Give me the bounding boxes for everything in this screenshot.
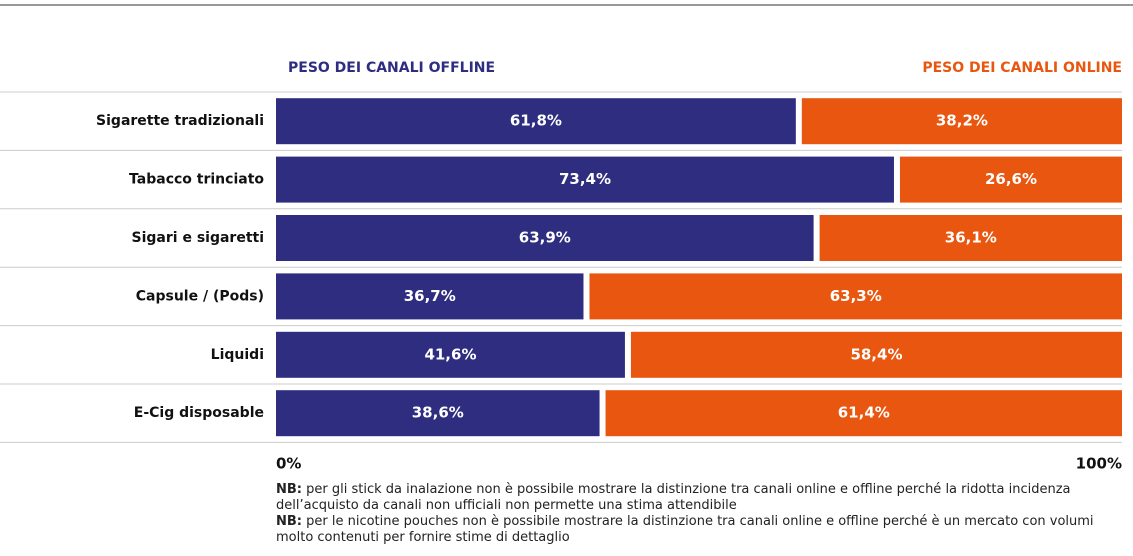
data-label: 63,9%: [519, 229, 571, 247]
bar-segment: [276, 390, 600, 437]
data-label: 58,4%: [850, 345, 902, 363]
bar-segment: [276, 215, 814, 261]
note-label: NB:: [276, 514, 302, 529]
data-label: 73,4%: [559, 170, 611, 188]
category-label: Sigarette tradizionali: [96, 113, 264, 129]
data-label: 38,6%: [412, 404, 464, 422]
legend-label: PESO DEI CANALI ONLINE: [922, 60, 1122, 76]
legend-label: PESO DEI CANALI OFFLINE: [288, 60, 495, 76]
category-label: Tabacco trinciato: [129, 172, 264, 188]
category-label: E-Cig disposable: [134, 405, 264, 421]
x-tick-label: 0%: [276, 455, 301, 473]
bar-segment: [605, 390, 1122, 437]
bar-segment: [276, 273, 584, 320]
chart: PESO DEI CANALI OFFLINE PESO DEI CANALI O…: [0, 4, 1133, 473]
data-label: 61,4%: [838, 404, 890, 422]
bar-segment: [899, 156, 1122, 203]
data-label: 36,1%: [945, 229, 997, 247]
note: NB: per gli stick da inalazione non è po…: [276, 482, 1106, 514]
bar-segment: [819, 215, 1122, 261]
data-label: 38,2%: [936, 112, 988, 130]
bar-segment: [276, 331, 625, 378]
category-label: Sigari e sigaretti: [132, 230, 264, 246]
note-text: per gli stick da inalazione non è possib…: [276, 482, 1071, 513]
data-label: 36,7%: [404, 287, 456, 305]
bar-segment: [276, 156, 894, 203]
note-label: NB:: [276, 482, 302, 497]
bar-segment: [801, 98, 1122, 145]
data-label: 61,8%: [510, 112, 562, 130]
data-label: 26,6%: [985, 170, 1037, 188]
notes: NB: per gli stick da inalazione non è po…: [276, 482, 1106, 546]
bar-segment: [630, 331, 1122, 378]
category-label: Liquidi: [211, 347, 264, 363]
note: NB: per le nicotine pouches non è possib…: [276, 514, 1106, 546]
x-tick-label: 100%: [1076, 455, 1122, 473]
data-label: 41,6%: [424, 345, 476, 363]
note-text: per le nicotine pouches non è possibile …: [276, 514, 1094, 545]
bar-segment: [589, 273, 1122, 320]
category-label: Capsule / (Pods): [136, 288, 264, 304]
data-label: 63,3%: [830, 287, 882, 305]
bar-segment: [276, 98, 796, 145]
